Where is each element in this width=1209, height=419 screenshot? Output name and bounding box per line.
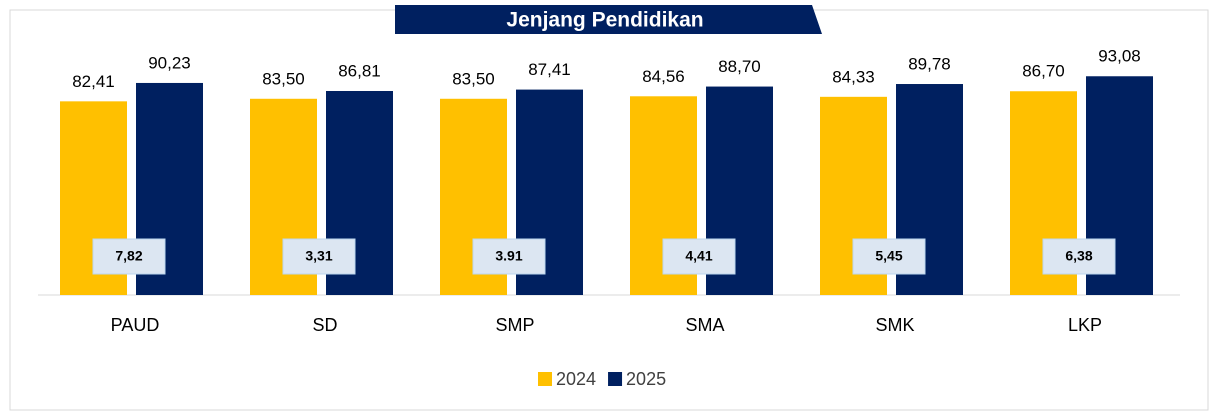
data-label: 93,08	[1098, 47, 1141, 66]
difference-label: 3,31	[305, 248, 332, 264]
data-label: 84,56	[642, 67, 685, 86]
x-tick-label: LKP	[1068, 315, 1102, 335]
x-tick-label: SMK	[875, 315, 914, 335]
legend-swatch	[608, 372, 623, 386]
data-label: 86,70	[1022, 62, 1065, 81]
difference-box	[472, 238, 546, 275]
difference-box	[1042, 238, 1116, 275]
frame	[9, 9, 1209, 411]
data-label: 90,23	[148, 53, 191, 72]
x-tick-label: SMP	[495, 315, 534, 335]
data-label: 89,78	[908, 55, 951, 74]
x-tick-label: SD	[312, 315, 337, 335]
data-label: 88,70	[718, 57, 761, 76]
difference-box	[282, 238, 356, 275]
difference-label: 4,41	[685, 248, 712, 264]
difference-box	[662, 238, 736, 275]
data-label: 83,50	[452, 69, 495, 88]
data-label: 86,81	[338, 61, 381, 80]
x-tick-label: SMA	[685, 315, 724, 335]
title-banner	[395, 5, 822, 34]
difference-label: 3.91	[495, 248, 522, 264]
legend-swatch	[538, 372, 552, 386]
data-label: 83,50	[262, 69, 305, 88]
difference-label: 5,45	[875, 248, 902, 264]
data-label: 82,41	[72, 72, 115, 91]
difference-label: 7,82	[115, 248, 142, 264]
difference-box	[852, 238, 926, 275]
difference-label: 6,38	[1065, 248, 1092, 264]
data-label: 84,33	[832, 67, 875, 86]
legend-label: 2025	[626, 369, 666, 389]
legend-label: 2024	[556, 369, 596, 389]
difference-box	[92, 238, 166, 275]
chart-title: Jenjang Pendidikan	[506, 9, 703, 32]
data-label: 87,41	[528, 60, 571, 79]
x-tick-label: PAUD	[111, 315, 160, 335]
